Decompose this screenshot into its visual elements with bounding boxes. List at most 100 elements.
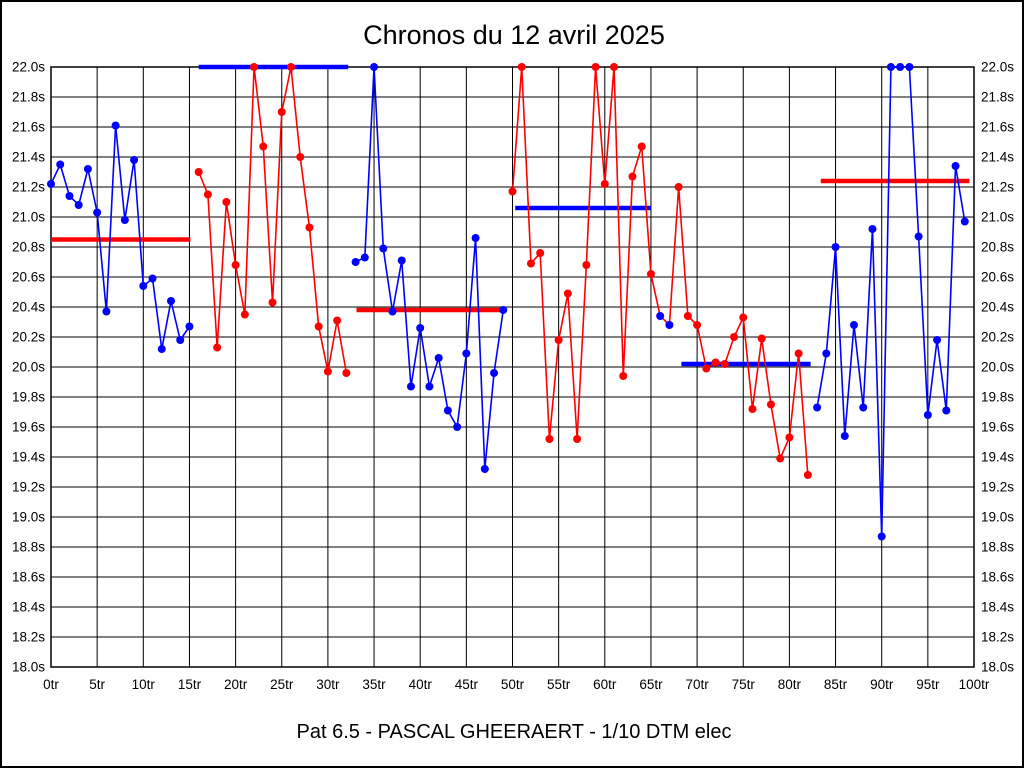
data-point xyxy=(213,343,222,352)
x-axis-tick-label: 45tr xyxy=(455,677,479,692)
data-point xyxy=(268,298,277,307)
y-axis-tick-label-left: 18.8s xyxy=(12,540,45,555)
data-point xyxy=(637,142,646,151)
data-point xyxy=(757,334,766,343)
data-point xyxy=(905,63,914,71)
data-point xyxy=(120,216,129,224)
y-axis-tick-label-left: 20.0s xyxy=(12,360,45,375)
x-axis-tick-label: 35tr xyxy=(362,677,386,692)
data-point xyxy=(711,358,720,367)
data-point xyxy=(194,168,203,176)
data-point xyxy=(933,336,942,344)
series-line-heat-1 xyxy=(50,125,191,350)
data-point xyxy=(720,360,729,368)
data-point xyxy=(286,63,295,71)
data-point xyxy=(130,156,139,164)
data-point xyxy=(111,121,120,130)
y-axis-tick-label-left: 19.6s xyxy=(12,420,45,435)
x-axis-tick-label: 80tr xyxy=(778,677,802,692)
data-point xyxy=(462,349,471,358)
x-axis-tick-label: 60tr xyxy=(593,677,617,692)
data-point xyxy=(74,201,83,209)
data-point xyxy=(360,253,369,262)
data-point xyxy=(822,349,831,358)
y-axis-tick-label-left: 21.8s xyxy=(12,90,45,105)
data-point xyxy=(323,367,332,376)
data-point xyxy=(166,297,175,305)
x-axis-tick-label: 55tr xyxy=(547,677,571,692)
y-axis-tick-label-left: 18.0s xyxy=(12,660,45,675)
data-point xyxy=(656,312,665,320)
y-axis-tick-label-left: 19.8s xyxy=(12,390,45,405)
data-point xyxy=(508,187,517,196)
data-point xyxy=(47,180,55,188)
data-point xyxy=(646,270,655,278)
y-axis-tick-label-left: 21.0s xyxy=(12,210,45,225)
y-axis-tick-label-right: 20.2s xyxy=(981,330,1014,345)
data-point xyxy=(222,198,231,206)
y-axis-tick-label-right: 20.4s xyxy=(981,300,1014,315)
y-axis-tick-label-left: 18.6s xyxy=(12,570,45,585)
data-point xyxy=(831,243,840,251)
data-point xyxy=(65,192,74,200)
y-axis-tick-label-right: 21.6s xyxy=(981,120,1014,135)
y-axis-tick-label-right: 21.0s xyxy=(981,210,1014,225)
y-axis-tick-label-left: 21.6s xyxy=(12,120,45,135)
data-point xyxy=(693,321,702,329)
x-axis-tick-label: 70tr xyxy=(685,677,709,692)
y-axis-tick-label-right: 21.2s xyxy=(981,180,1014,195)
data-point xyxy=(600,180,609,188)
y-axis-tick-label-left: 19.4s xyxy=(12,450,45,465)
data-point xyxy=(850,321,859,329)
data-point xyxy=(425,382,434,391)
y-axis-tick-label-right: 19.6s xyxy=(981,420,1014,435)
data-point xyxy=(342,369,351,377)
data-point xyxy=(591,63,600,71)
y-axis-tick-label-right: 19.8s xyxy=(981,390,1014,405)
data-point xyxy=(776,454,785,463)
data-point xyxy=(388,307,397,316)
data-point xyxy=(83,165,92,173)
data-point xyxy=(397,256,406,265)
data-point xyxy=(139,282,148,290)
data-point xyxy=(573,435,582,443)
data-point xyxy=(517,63,526,71)
y-axis-tick-label-left: 18.4s xyxy=(12,600,45,615)
y-axis-tick-label-right: 19.0s xyxy=(981,510,1014,525)
data-point xyxy=(526,259,535,268)
data-point xyxy=(730,333,739,341)
data-point xyxy=(406,382,415,391)
data-point xyxy=(203,190,212,199)
data-point xyxy=(739,313,748,322)
data-point xyxy=(443,406,452,415)
data-point xyxy=(471,234,480,242)
y-axis-tick-label-left: 18.2s xyxy=(12,630,45,645)
x-axis-tick-label: 5tr xyxy=(89,677,105,692)
y-axis-tick-label-right: 18.4s xyxy=(981,600,1014,615)
data-point xyxy=(702,364,711,373)
x-axis-tick-label: 30tr xyxy=(316,677,340,692)
x-axis-tick-label: 20tr xyxy=(224,677,248,692)
data-point xyxy=(333,316,342,325)
y-axis-tick-label-left: 19.0s xyxy=(12,510,45,525)
y-axis-tick-label-right: 19.4s xyxy=(981,450,1014,465)
series-line-heat-2 xyxy=(197,66,348,374)
data-point xyxy=(250,63,259,71)
y-axis-tick-label-left: 21.2s xyxy=(12,180,45,195)
y-axis-tick-label-left: 22.0s xyxy=(12,60,45,75)
plot-border xyxy=(50,66,975,668)
x-axis-tick-label: 100tr xyxy=(959,677,990,692)
y-axis-tick-label-right: 21.4s xyxy=(981,150,1014,165)
data-point xyxy=(619,372,628,380)
chart-caption: Pat 6.5 - PASCAL GHEERAERT - 1/10 DTM el… xyxy=(296,721,732,743)
data-point xyxy=(859,403,868,412)
chart-title: Chronos du 12 avril 2025 xyxy=(363,20,665,50)
y-axis-tick-label-right: 21.8s xyxy=(981,90,1014,105)
data-point xyxy=(351,258,360,266)
data-point xyxy=(960,217,969,226)
data-point xyxy=(886,63,895,71)
data-point xyxy=(840,432,849,440)
data-point xyxy=(665,321,674,329)
